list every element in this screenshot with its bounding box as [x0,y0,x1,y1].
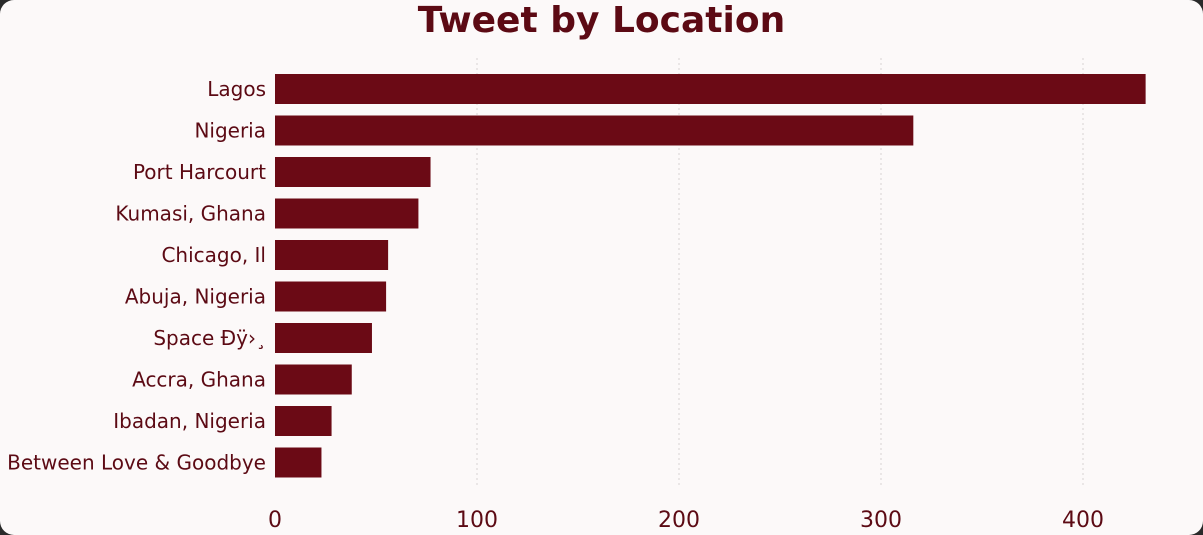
chart-title: Tweet by Location [417,0,786,41]
category-label-5: Abuja, Nigeria [125,285,266,309]
x-tick-label-300: 300 [860,508,902,533]
bar-8[interactable] [275,406,332,436]
bar-3[interactable] [275,198,419,229]
bar-6[interactable] [275,323,372,353]
x-tick-label-100: 100 [456,508,498,533]
category-label-0: Lagos [207,77,266,101]
category-label-1: Nigeria [194,119,266,143]
bar-2[interactable] [275,157,431,187]
x-tick-label-200: 200 [658,508,700,533]
category-label-3: Kumasi, Ghana [115,202,266,226]
bar-0[interactable] [275,74,1146,104]
category-label-8: Ibadan, Nigeria [113,409,266,433]
category-label-2: Port Harcourt [133,160,266,184]
bar-9[interactable] [275,447,322,478]
bar-7[interactable] [275,364,352,395]
category-label-6: Space Đÿ›¸ [153,326,266,350]
x-tick-label-400: 400 [1062,508,1104,533]
category-label-7: Accra, Ghana [132,368,266,392]
bar-4[interactable] [275,240,389,270]
x-tick-label-0: 0 [268,508,282,533]
bar-1[interactable] [275,115,914,146]
bar-5[interactable] [275,281,387,312]
category-label-4: Chicago, Il [161,243,266,267]
category-label-9: Between Love & Goodbye [7,451,266,475]
